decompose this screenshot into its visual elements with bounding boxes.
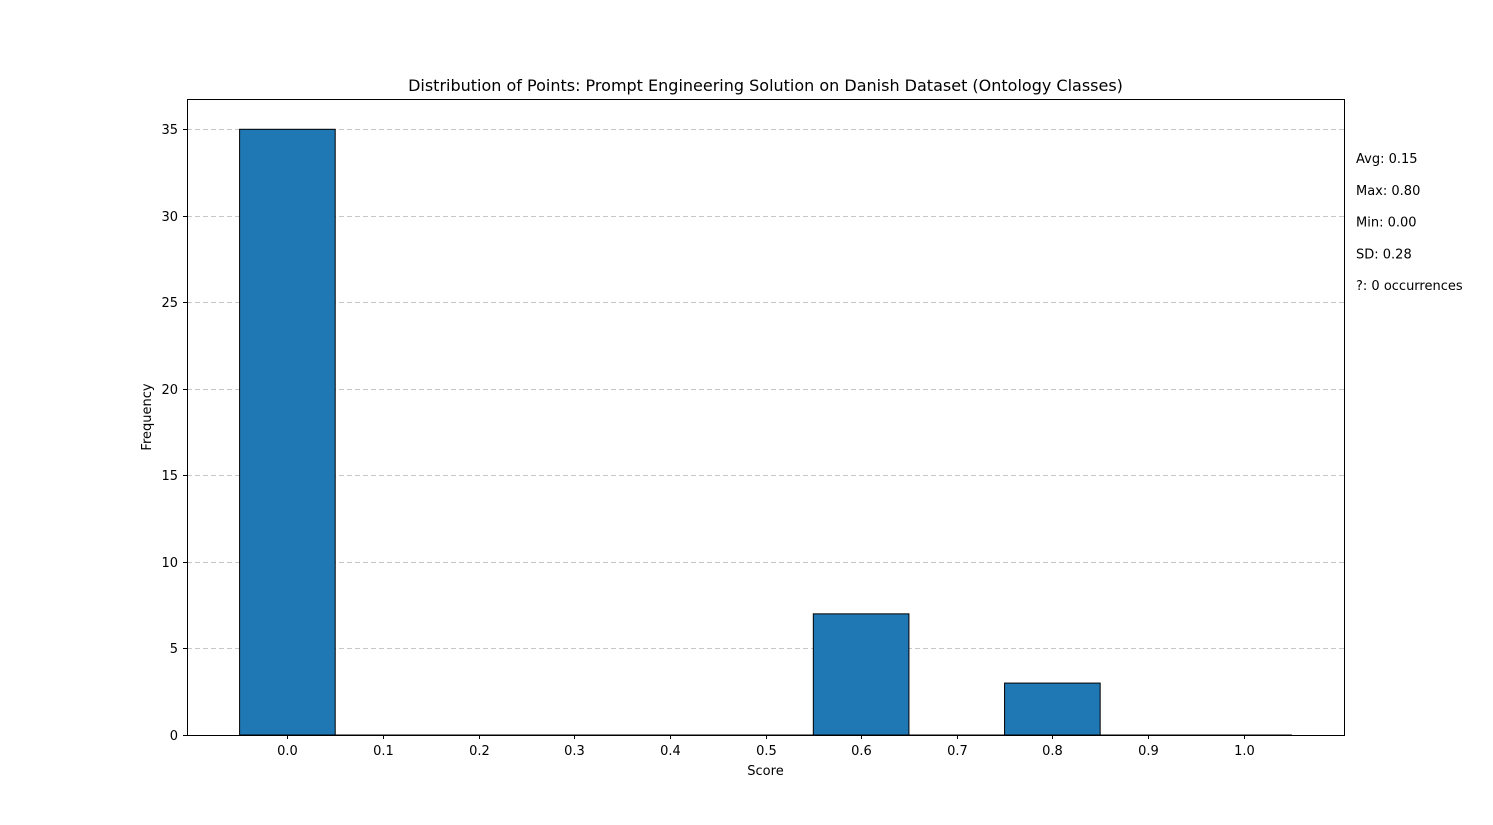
y-axis-label: Frequency [140, 383, 155, 450]
x-tick-label: 0.2 [469, 744, 490, 759]
x-tick-label: 0.6 [851, 744, 872, 759]
y-tick-label: 15 [161, 469, 178, 484]
stat-annotation: Min: 0.00 [1356, 216, 1417, 231]
histogram-bar [239, 128, 336, 736]
y-tick-label: 10 [161, 556, 178, 571]
x-tick-label: 0.0 [277, 744, 298, 759]
x-tick-label: 0.1 [373, 744, 394, 759]
y-tick-label: 0 [170, 729, 178, 744]
y-tick-label: 30 [161, 210, 178, 225]
chart-title: Distribution of Points: Prompt Engineeri… [408, 76, 1123, 95]
y-tick-label: 20 [161, 383, 178, 398]
stat-annotation: Avg: 0.15 [1356, 152, 1418, 167]
stat-annotation: Max: 0.80 [1356, 184, 1420, 199]
histogram-bar [812, 613, 910, 736]
stat-annotation: SD: 0.28 [1356, 247, 1412, 262]
y-axis-ticks: 0 5 10 15 20 25 30 35 [161, 123, 187, 744]
x-axis-label: Score [747, 764, 783, 779]
x-tick-label: 1.0 [1234, 744, 1255, 759]
x-tick-label: 0.4 [660, 744, 681, 759]
grid-lines [187, 129, 1344, 649]
y-tick-label: 25 [161, 296, 178, 311]
y-tick-label: 35 [161, 123, 178, 138]
x-tick-label: 0.9 [1138, 744, 1159, 759]
plot-frame [187, 99, 1345, 736]
x-tick-label: 0.3 [564, 744, 585, 759]
stats-annotations: Avg: 0.15 Max: 0.80 Min: 0.00 SD: 0.28 ?: 0 … [1356, 152, 1463, 294]
x-tick-label: 0.8 [1042, 744, 1063, 759]
x-tick-label: 0.7 [947, 744, 968, 759]
histogram-bar [1004, 682, 1101, 736]
stat-annotation: ?: 0 occurrences [1356, 279, 1463, 294]
y-tick-label: 5 [170, 642, 178, 657]
x-axis-ticks: 0.0 0.1 0.2 0.3 0.4 0.5 0.6 0.7 0.8 0.9 1.0 [277, 735, 1255, 759]
bar-series [239, 128, 1292, 736]
x-tick-label: 0.5 [756, 744, 777, 759]
